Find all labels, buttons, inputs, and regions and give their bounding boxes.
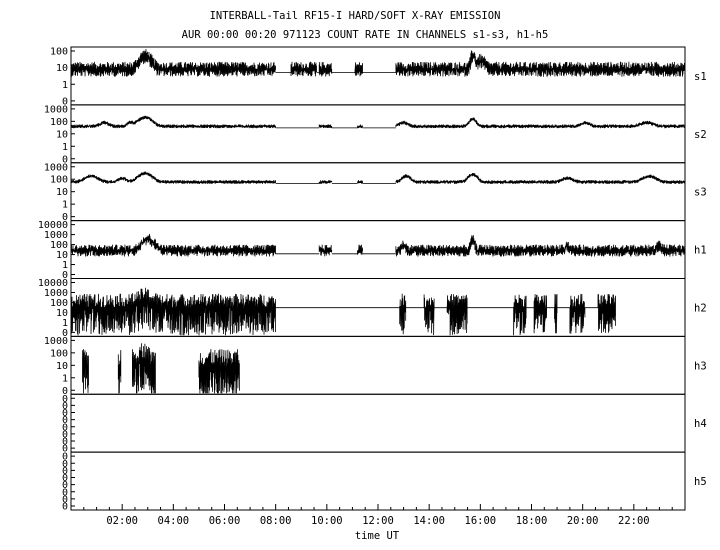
panel-frame xyxy=(70,335,686,395)
y-tick-label: 0 xyxy=(62,212,68,223)
y-tick-label: 1000 xyxy=(44,336,68,347)
y-tick-label: 1000 xyxy=(44,230,68,241)
y-tick-label: 1 xyxy=(62,373,68,384)
y-tick-label: 100 xyxy=(50,175,68,186)
y-tick-label: 0 xyxy=(62,473,68,484)
panel-frame xyxy=(70,104,686,164)
y-tick-label: 1000 xyxy=(44,288,68,299)
y-tick-label: 0 xyxy=(62,459,68,470)
y-tick-label: 10 xyxy=(56,308,68,319)
chart-title: INTERBALL-Tail RF15-I HARD/SOFT X-RAY EM… xyxy=(210,10,501,22)
y-tick-label: 1 xyxy=(62,318,68,329)
y-tick-label: 10 xyxy=(56,250,68,261)
x-axis-label: time UT xyxy=(355,530,400,542)
series-line-h2 xyxy=(70,287,616,336)
y-tick-label: 1 xyxy=(62,142,68,153)
x-tick-label: 06:00 xyxy=(209,515,241,527)
y-tick-label: 0 xyxy=(62,487,68,498)
series-line-h1 xyxy=(70,233,686,257)
y-tick-label: 100 xyxy=(50,117,68,128)
x-tick-label: 08:00 xyxy=(260,515,292,527)
y-tick-label: 1 xyxy=(62,260,68,271)
x-tick-label: 12:00 xyxy=(362,515,394,527)
panels: 1001010s110001001010s210001001010s310000… xyxy=(38,46,707,513)
panel-label: s3 xyxy=(694,187,707,199)
y-tick-label: 100 xyxy=(50,348,68,359)
y-tick-label: 0 xyxy=(62,502,68,513)
y-tick-label: 100 xyxy=(50,47,68,58)
y-tick-label: 0 xyxy=(62,401,68,412)
y-tick-label: 0 xyxy=(62,444,68,455)
chart-subtitle: AUR 00:00 00:20 971123 COUNT RATE IN CHA… xyxy=(182,29,549,41)
panel-frame xyxy=(70,393,686,453)
panel-label: h4 xyxy=(694,418,707,430)
x-tick-label: 22:00 xyxy=(618,515,650,527)
y-tick-label: 1 xyxy=(62,80,68,91)
panel-label: h5 xyxy=(694,476,707,488)
x-tick-label: 16:00 xyxy=(465,515,497,527)
panel-label: s1 xyxy=(694,71,707,83)
y-tick-label: 1000 xyxy=(44,104,68,115)
panel-label: h1 xyxy=(694,245,707,257)
y-tick-label: 0 xyxy=(62,494,68,505)
panel-frame xyxy=(70,46,686,106)
x-tick-label: 18:00 xyxy=(516,515,548,527)
y-tick-label: 100 xyxy=(50,298,68,309)
y-tick-label: 10 xyxy=(56,361,68,372)
y-tick-label: 0 xyxy=(62,394,68,405)
x-tick-label: 20:00 xyxy=(567,515,599,527)
panel-frame xyxy=(70,451,686,511)
panel-frame xyxy=(70,162,686,222)
y-tick-label: 10000 xyxy=(38,220,68,231)
y-tick-label: 0 xyxy=(62,408,68,419)
series-line-h3 xyxy=(82,343,240,394)
y-tick-label: 0 xyxy=(62,437,68,448)
y-tick-label: 0 xyxy=(62,386,68,397)
y-tick-label: 1000 xyxy=(44,162,68,173)
series-line-s3 xyxy=(70,171,686,185)
y-tick-label: 0 xyxy=(62,480,68,491)
y-tick-label: 0 xyxy=(62,96,68,107)
y-tick-label: 10 xyxy=(56,187,68,198)
y-tick-label: 10 xyxy=(56,63,68,74)
series-line-s2 xyxy=(70,115,686,129)
y-tick-label: 10 xyxy=(56,129,68,140)
x-tick-label: 04:00 xyxy=(158,515,190,527)
y-tick-label: 0 xyxy=(62,154,68,165)
y-tick-label: 0 xyxy=(62,422,68,433)
x-tick-label: 02:00 xyxy=(106,515,138,527)
y-tick-label: 0 xyxy=(62,328,68,339)
y-tick-label: 10000 xyxy=(38,278,68,289)
x-tick-label: 10:00 xyxy=(311,515,343,527)
y-tick-label: 1 xyxy=(62,200,68,211)
y-tick-label: 0 xyxy=(62,466,68,477)
y-tick-label: 0 xyxy=(62,415,68,426)
x-tick-label: 14:00 xyxy=(413,515,445,527)
panel-label: h3 xyxy=(694,360,707,372)
y-tick-label: 0 xyxy=(62,452,68,463)
panel-label: h2 xyxy=(694,302,707,314)
panel-label: s2 xyxy=(694,129,707,141)
y-tick-label: 0 xyxy=(62,429,68,440)
series-line-s1 xyxy=(70,49,686,77)
x-axis: 02:00 04:00 06:00 08:00 10:00 12:00 14:00 16:00… xyxy=(70,504,686,527)
y-tick-label: 0 xyxy=(62,270,68,281)
y-tick-label: 100 xyxy=(50,240,68,251)
